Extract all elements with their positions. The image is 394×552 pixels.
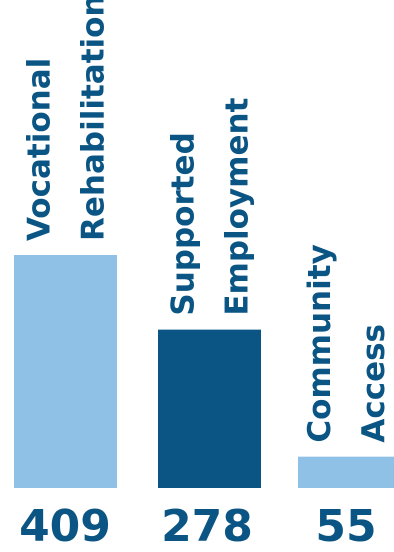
category-label-2-line-0: Community <box>302 244 338 442</box>
category-label-2-line-1: Access <box>356 324 392 443</box>
category-label-0-line-0: Vocational <box>22 58 58 241</box>
value-label-0: 409 <box>19 501 111 552</box>
value-label-2: 55 <box>315 501 376 552</box>
bar-1 <box>158 329 261 488</box>
bar-0 <box>14 255 117 488</box>
category-label-0-line-1: Rehabilitation <box>76 0 112 241</box>
category-label-1-line-0: Supported <box>166 132 202 315</box>
bar-2 <box>298 456 394 488</box>
value-label-1: 278 <box>161 501 253 552</box>
category-label-1-line-1: Employment <box>220 97 256 315</box>
